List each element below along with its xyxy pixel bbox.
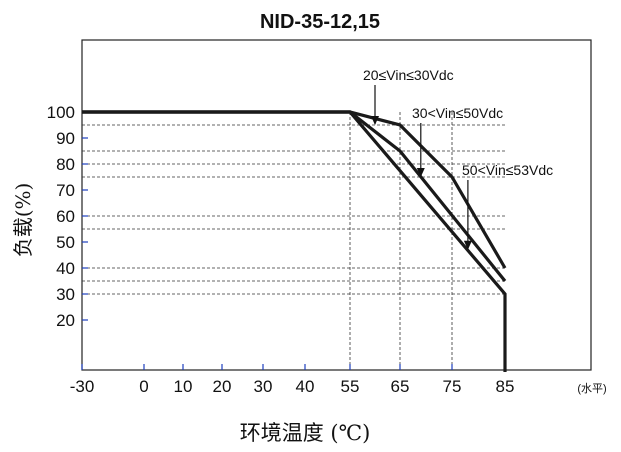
x-axis-note: (水平) [577, 382, 606, 395]
y-tick-label: 100 [47, 103, 75, 122]
chart-title: NID-35-12,15 [260, 11, 380, 33]
x-tick-label: 0 [139, 377, 148, 396]
derating-curves [82, 110, 507, 372]
reference-lines [82, 112, 505, 370]
annotations: 20≤Vin≤30Vdc 30<Vin≤50Vdc 50<Vin≤53Vdc [363, 67, 553, 250]
x-tick-label: 55 [341, 377, 360, 396]
y-tick-label: 80 [56, 155, 75, 174]
y-tick-label: 20 [56, 311, 75, 330]
x-axis-label: 环境温度 (℃) [240, 421, 371, 445]
series-line [82, 110, 507, 269]
x-tick-label: 10 [174, 377, 193, 396]
plot-frame [81, 39, 592, 371]
y-tick-label: 90 [56, 129, 75, 148]
y-tick-labels: 100 90 80 70 60 50 40 30 20 [47, 103, 75, 330]
annotation-arrowhead [463, 240, 472, 250]
annotation-arrowhead [371, 116, 379, 125]
x-tick-label: 65 [391, 377, 410, 396]
x-tick-label: 85 [496, 377, 515, 396]
x-tick-label: 75 [443, 377, 462, 396]
series-annotation: 30<Vin≤50Vdc [412, 105, 503, 121]
x-tick-label: -30 [70, 377, 95, 396]
y-tick-label: 30 [56, 285, 75, 304]
y-tick-label: 70 [56, 181, 75, 200]
y-tick-label: 50 [56, 233, 75, 252]
series-annotation: 50<Vin≤53Vdc [462, 162, 553, 178]
x-tick-label: 30 [254, 377, 273, 396]
y-tick-label: 40 [56, 259, 75, 278]
x-tick-labels: -30 0 10 20 30 40 55 65 75 85 [70, 377, 515, 396]
annotation-arrowhead [416, 168, 425, 177]
series-annotation: 20≤Vin≤30Vdc [363, 67, 454, 83]
x-tick-label: 40 [296, 377, 315, 396]
series-line [82, 110, 507, 283]
x-tick-label: 20 [213, 377, 232, 396]
y-axis-label: 负载(%) [11, 183, 35, 258]
y-tick-label: 60 [56, 207, 75, 226]
